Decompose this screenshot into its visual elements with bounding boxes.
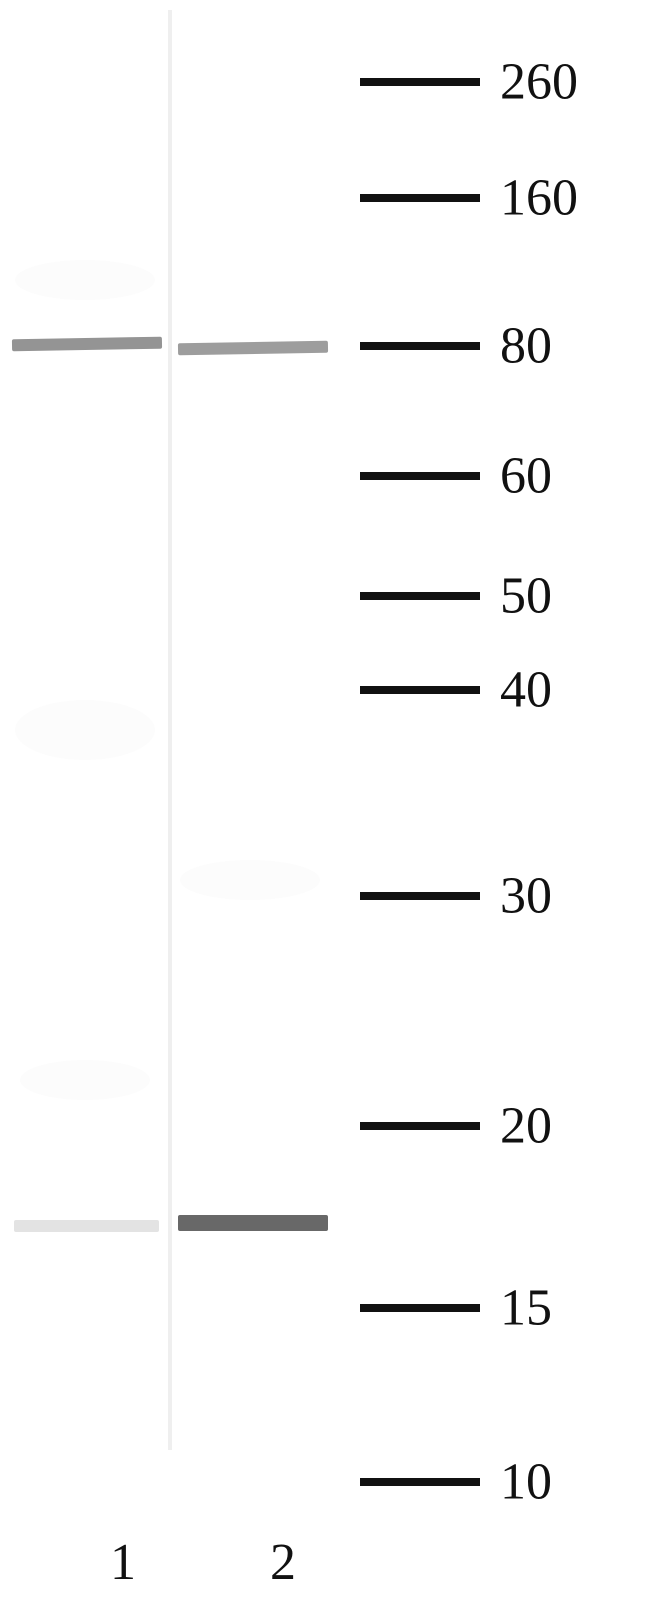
lane-divider [168,10,172,1450]
lane-label: 2 [270,1533,296,1592]
ladder-label: 60 [500,447,552,506]
ladder-label: 80 [500,317,552,376]
ladder-label: 40 [500,661,552,720]
ladder-tick [360,194,480,202]
ladder-tick [360,686,480,694]
background-noise [15,700,155,760]
ladder-label: 10 [500,1453,552,1512]
ladder-label: 15 [500,1279,552,1338]
lane-label: 1 [110,1533,136,1592]
ladder-tick [360,1122,480,1130]
ladder-tick [360,1478,480,1486]
ladder-label: 30 [500,867,552,926]
blot-membrane [0,0,340,1512]
background-noise [20,1060,150,1100]
ladder-tick [360,342,480,350]
protein-band [178,1215,328,1231]
ladder-tick [360,78,480,86]
ladder-tick [360,592,480,600]
ladder-label: 50 [500,567,552,626]
molecular-weight-ladder: 260 160 80 60 50 40 30 20 15 10 [340,0,650,1512]
protein-band [14,1220,159,1232]
ladder-label: 20 [500,1097,552,1156]
background-noise [15,260,155,300]
protein-band [178,341,328,356]
background-noise [180,860,320,900]
ladder-tick [360,472,480,480]
ladder-label: 160 [500,169,578,228]
ladder-label: 260 [500,53,578,112]
protein-band [12,337,162,352]
ladder-tick [360,892,480,900]
ladder-tick [360,1304,480,1312]
